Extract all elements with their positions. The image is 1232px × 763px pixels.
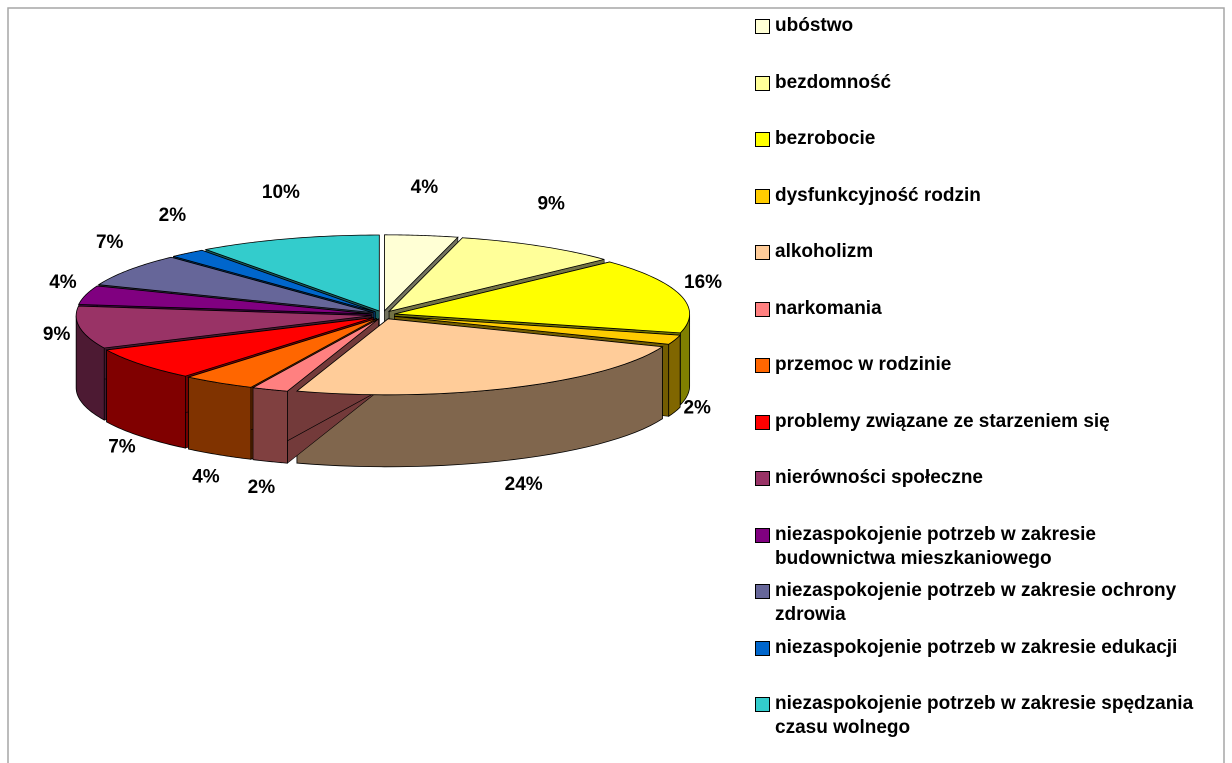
legend-entry: nierówności społeczne: [755, 466, 1195, 490]
slice: [97, 256, 374, 314]
data-label: 9%: [537, 194, 565, 215]
slice-wall: [188, 376, 252, 460]
legend-label: niezaspokojenie potrzeb w zakresie eduka…: [775, 636, 1178, 658]
slice: [295, 318, 664, 396]
data-label: 4%: [49, 272, 77, 293]
legend-swatch: [755, 584, 770, 599]
slice: [186, 318, 377, 388]
legend-label: nierówności społeczne: [775, 467, 983, 488]
legend-swatch: [755, 697, 770, 712]
legend-label: alkoholizm: [775, 241, 874, 262]
slice: [105, 317, 374, 377]
data-label: 4%: [192, 466, 220, 487]
legend-label: przemoc w rodzinie: [775, 354, 952, 375]
data-label: 9%: [43, 324, 71, 345]
legend-label: niezaspokojenie potrzeb w zakresie budow…: [775, 523, 1096, 569]
slice-wall: [252, 387, 288, 464]
slice: [384, 234, 459, 312]
legend-entry: ubóstwo: [755, 14, 1195, 38]
labels: 4% 9% 16% 2% 24% 2% 4% 7% 9% 4% 7% 2% 10%: [43, 177, 722, 498]
legend-entry: alkoholizm: [755, 240, 1195, 264]
legend-label: dysfunkcyjność rodzin: [775, 184, 981, 206]
legend-swatch: [755, 188, 770, 204]
legend-entry: niezaspokojenie potrzeb w zakresie ochro…: [755, 579, 1195, 627]
slice: [251, 318, 379, 392]
legend-label: problemy związane ze starzeniem się: [775, 410, 1110, 432]
legend-entry: narkomania: [755, 297, 1195, 321]
slice-wall: [668, 334, 681, 418]
legend-label: niezaspokojenie potrzeb w zakresie ochro…: [775, 580, 1177, 625]
legend-entry: niezaspokojenie potrzeb w zakresie spędz…: [755, 692, 1195, 740]
data-label: 4%: [411, 177, 439, 198]
legend-label: niezaspokojenie potrzeb w zakresie spędz…: [775, 693, 1194, 738]
legend-swatch: [755, 640, 770, 656]
data-label: 7%: [96, 232, 124, 253]
legend-entry: przemoc w rodzinie: [755, 353, 1195, 377]
slice: [173, 249, 376, 313]
data-label: 2%: [683, 398, 711, 419]
slice: [394, 315, 682, 345]
legend-swatch: [755, 414, 770, 430]
data-label: 16%: [684, 272, 722, 293]
data-label: 2%: [159, 205, 187, 226]
legend-swatch: [755, 245, 770, 260]
chart-border: [7, 7, 1225, 763]
data-label: 7%: [108, 437, 136, 458]
tops: [75, 234, 691, 396]
data-label: 10%: [262, 182, 300, 203]
slice: [204, 234, 380, 312]
legend-entry: niezaspokojenie potrzeb w zakresie eduka…: [755, 636, 1195, 660]
legend-entry: bezrobocie: [755, 127, 1195, 151]
slice: [387, 237, 605, 313]
data-label: 2%: [248, 477, 276, 498]
slice: [394, 261, 691, 334]
legend-label: ubóstwo: [775, 15, 854, 36]
legend-label: bezdomność: [775, 71, 892, 93]
legend-swatch: [755, 19, 770, 34]
data-label: 24%: [505, 474, 543, 495]
legend-swatch: [755, 132, 770, 147]
legend-label: narkomania: [775, 297, 882, 319]
legend-entry: niezaspokojenie potrzeb w zakresie budow…: [755, 523, 1195, 571]
slice: [75, 305, 372, 349]
legend-swatch: [755, 358, 770, 373]
slice: [78, 285, 372, 315]
legend-entry: bezdomność: [755, 71, 1195, 95]
legend-entry: problemy związane ze starzeniem się: [755, 410, 1195, 434]
legend-swatch: [755, 301, 770, 317]
legend-label: bezrobocie: [775, 128, 876, 149]
legend-swatch: [755, 75, 770, 91]
legend-entry: dysfunkcyjność rodzin: [755, 184, 1195, 208]
legend-swatch: [755, 471, 770, 486]
legend-swatch: [755, 527, 770, 543]
